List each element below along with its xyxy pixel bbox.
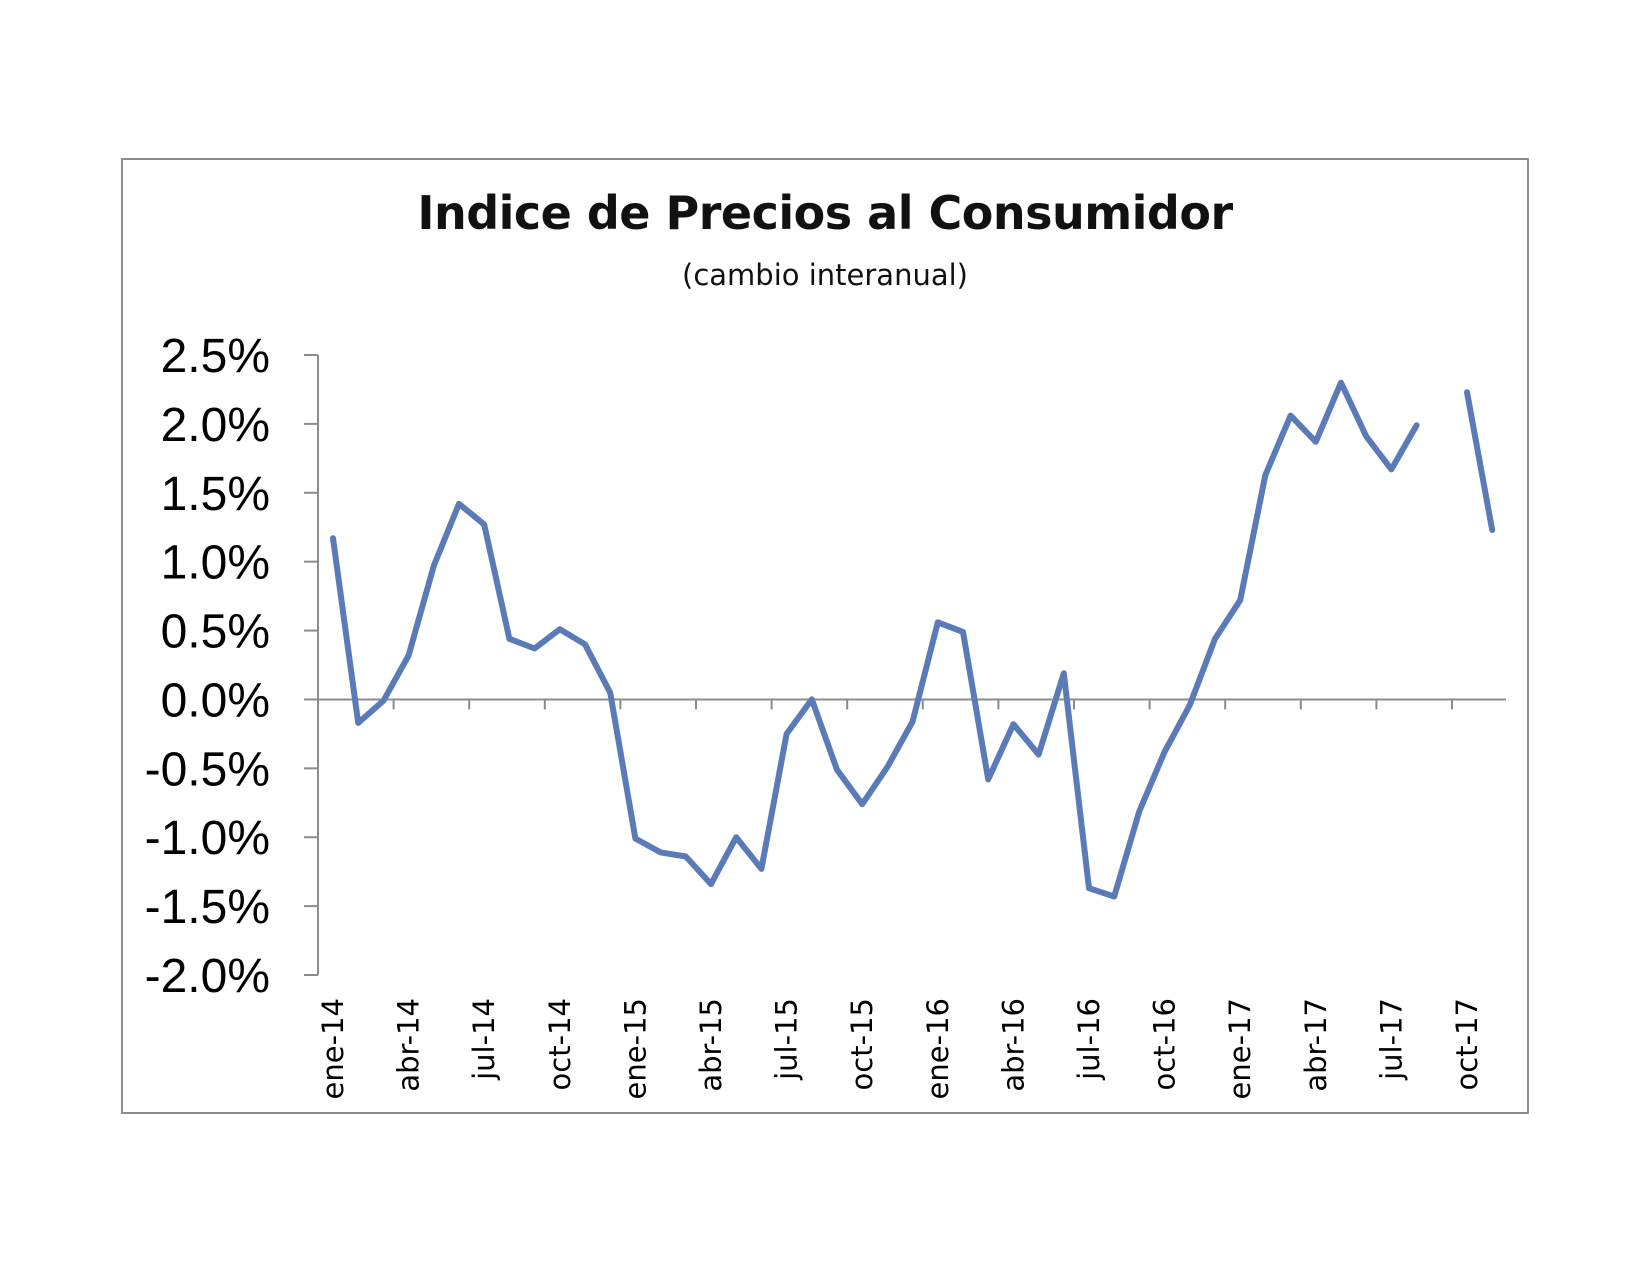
x-tick-label: jul-15 <box>770 998 804 1081</box>
y-tick-label: -0.5% <box>145 743 270 796</box>
x-tick-label: ene-16 <box>921 998 955 1099</box>
x-tick-label: abr-14 <box>392 998 426 1092</box>
chart-title: Indice de Precios al Consumidor <box>417 186 1233 240</box>
y-tick-label: 0.0% <box>161 674 270 727</box>
x-tick-label: jul-17 <box>1374 998 1408 1081</box>
x-tick-label: jul-14 <box>467 998 501 1081</box>
series-line <box>1464 389 1496 533</box>
y-tick-label: 2.0% <box>161 399 270 452</box>
x-tick-label: oct-16 <box>1148 998 1182 1090</box>
series-line <box>330 379 1420 900</box>
y-tick-label: 1.0% <box>161 537 270 590</box>
x-tick-label: abr-15 <box>694 998 728 1092</box>
y-tick-label: -1.0% <box>145 812 270 865</box>
x-tick-label: oct-17 <box>1450 998 1484 1090</box>
x-tick-label: ene-17 <box>1223 998 1257 1099</box>
y-tick-label: 1.5% <box>161 468 270 521</box>
x-tick-label: abr-17 <box>1299 998 1333 1092</box>
y-tick-label: -1.5% <box>145 881 270 934</box>
y-tick-label: -2.0% <box>145 950 270 1003</box>
chart-subtitle: (cambio interanual) <box>682 258 968 292</box>
x-tick-label: oct-14 <box>543 998 577 1090</box>
x-tick-label: oct-15 <box>845 998 879 1090</box>
x-tick-label: jul-16 <box>1072 998 1106 1081</box>
x-tick-label: abr-16 <box>996 998 1030 1092</box>
y-tick-label: 0.5% <box>161 606 270 659</box>
x-tick-label: ene-15 <box>618 998 652 1099</box>
y-tick-label: 2.5% <box>161 330 270 383</box>
x-tick-label: ene-14 <box>316 998 350 1099</box>
chart-frame <box>121 158 1529 1114</box>
